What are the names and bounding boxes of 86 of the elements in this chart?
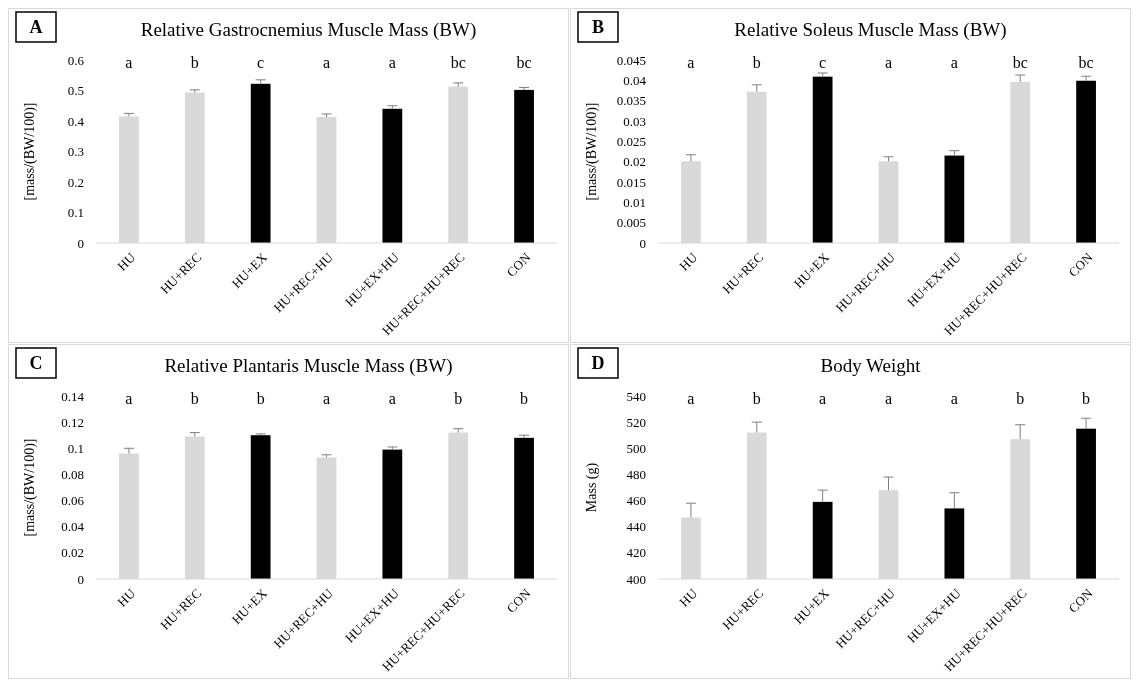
y-tick-label: 0.02 [61,545,84,561]
annotation: c [257,53,265,71]
x-tick-label: HU [676,249,701,274]
y-tick-label: 0.015 [616,174,646,190]
annotation: bc [450,53,466,71]
annotation: b [190,389,199,407]
y-tick-label: 0.14 [61,388,85,404]
x-tick-label: HU [114,585,139,610]
y-axis-title: [mass/(BW/100)] [22,102,38,201]
annotation: b [520,389,529,407]
y-tick-label: 0.04 [61,519,85,535]
x-tick-label: HU [676,585,701,610]
bar [514,437,534,579]
annotation: a [322,389,331,407]
y-tick-label: 0.04 [623,72,647,88]
y-tick-label: 0.01 [623,194,646,210]
annotation: a [687,389,695,407]
y-tick-label: 540 [626,388,646,404]
y-tick-label: 0.06 [61,493,85,509]
annotation: c [819,53,827,71]
annotation: b [752,53,761,71]
y-tick-label: 0.2 [67,174,84,190]
chart-title: Body Weight [820,355,922,376]
annotation: a [125,389,133,407]
y-tick-label: 0.12 [61,414,84,430]
y-tick-label: 0 [639,235,646,251]
y-tick-label: 0.03 [623,113,646,129]
annotation: a [950,53,958,71]
annotation: a [950,389,958,407]
y-tick-label: 0 [77,571,84,587]
y-tick-label: 440 [626,519,646,535]
y-axis-title: [mass/(BW/100)] [584,102,600,201]
y-tick-label: 500 [626,440,646,456]
y-tick-label: 0.4 [67,113,85,129]
bar [382,449,403,579]
bar [944,155,965,243]
annotation: bc [1078,53,1094,71]
text: D [591,353,605,373]
bar [812,76,833,243]
annotation: a [884,53,893,71]
bar [250,435,271,579]
annotation: a [819,389,827,407]
annotation: bc [1012,53,1028,71]
chart-title: Relative Plantaris Muscle Mass (BW) [164,355,453,377]
text: A [29,17,43,37]
y-tick-label: 0 [77,235,84,251]
annotation: b [454,389,463,407]
bar [514,89,534,243]
annotation: b [190,53,199,71]
annotation: a [388,53,396,71]
x-tick-label: HU [114,249,139,274]
bar [382,108,403,243]
y-tick-label: 0.1 [67,440,84,456]
annotation: a [388,389,396,407]
chart-title: Relative Soleus Muscle Mass (BW) [734,19,1007,41]
y-tick-label: 0.1 [67,205,84,221]
y-tick-label: 400 [626,571,646,587]
annotation: bc [516,53,532,71]
y-tick-label: 460 [626,493,646,509]
y-tick-label: 0.025 [616,133,646,149]
bar [1076,80,1096,243]
y-tick-label: 0.035 [616,93,646,109]
y-tick-label: 0.08 [61,466,84,482]
annotation: b [256,389,265,407]
y-tick-label: 0.3 [67,144,84,160]
y-tick-label: 520 [626,414,646,430]
y-axis-title: [mass/(BW/100)] [22,438,38,537]
annotation: a [687,53,695,71]
y-tick-label: 0.045 [616,52,646,68]
y-tick-label: 0.02 [623,154,646,170]
y-tick-label: 0.5 [67,83,84,99]
y-tick-label: 0.005 [616,215,646,231]
annotation: b [1016,389,1025,407]
y-tick-label: 420 [626,545,646,561]
annotation: b [752,389,761,407]
annotation: a [125,53,133,71]
bar [250,83,271,243]
y-tick-label: 480 [626,466,646,482]
chart-title: Relative Gastrocnemius Muscle Mass (BW) [140,19,477,41]
annotation: a [884,389,893,407]
text: B [591,17,605,37]
y-tick-label: 0.6 [67,52,85,68]
annotation: b [1082,389,1091,407]
annotation: a [322,53,331,71]
y-axis-title: Mass (g) [584,462,600,513]
text: C [29,353,43,373]
